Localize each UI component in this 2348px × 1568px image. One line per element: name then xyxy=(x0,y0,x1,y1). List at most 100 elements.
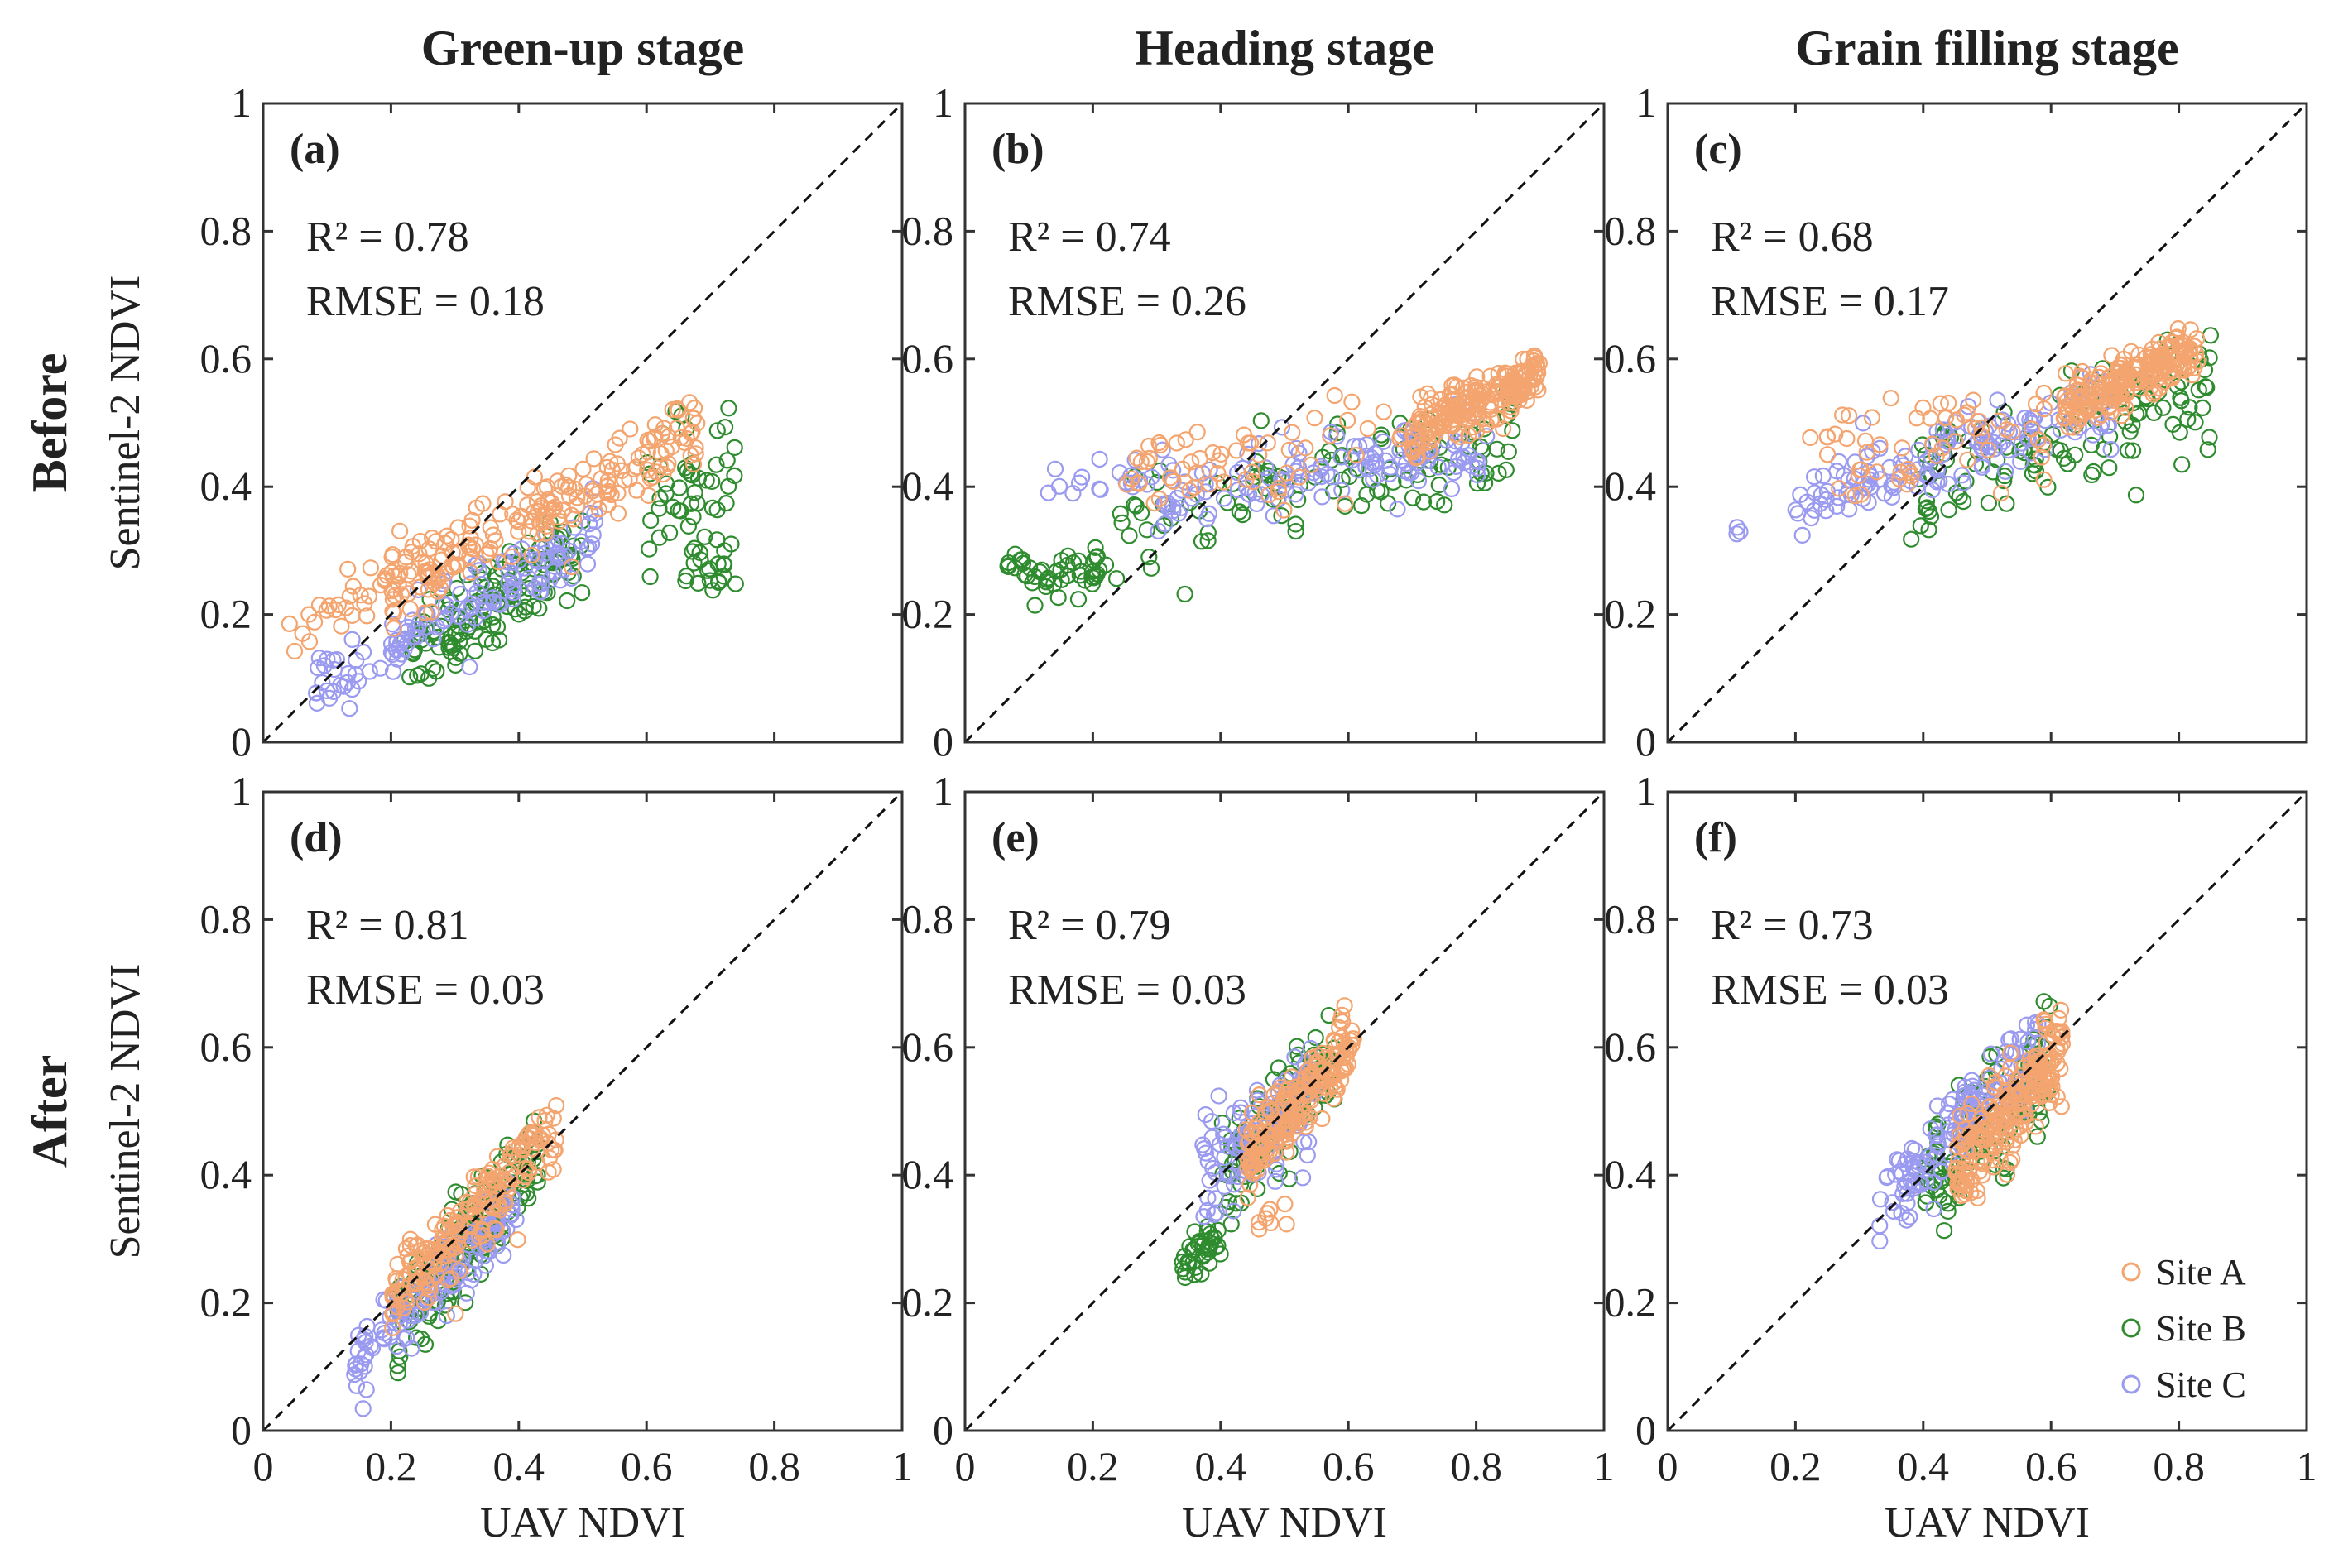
data-point xyxy=(1076,572,1094,589)
data-point xyxy=(484,616,502,634)
data-point xyxy=(1000,554,1017,572)
data-point xyxy=(391,522,409,539)
y-tick-label: 1 xyxy=(1635,79,1656,126)
data-point xyxy=(1288,1038,1306,1055)
data-point xyxy=(569,489,586,506)
one-to-one-line xyxy=(262,102,904,744)
data-point xyxy=(449,1222,467,1240)
data-point xyxy=(503,548,521,565)
data-point xyxy=(2023,415,2040,432)
data-point xyxy=(1798,493,1816,511)
data-point xyxy=(1131,475,1148,492)
data-point xyxy=(451,1216,468,1233)
data-point xyxy=(1992,484,2009,502)
data-point xyxy=(600,482,617,500)
data-point xyxy=(2154,399,2172,416)
data-point xyxy=(685,554,703,572)
data-point xyxy=(362,559,379,577)
data-point xyxy=(1515,367,1533,385)
data-point xyxy=(403,543,420,561)
data-point xyxy=(642,511,660,530)
data-point xyxy=(1871,1232,1889,1250)
data-point xyxy=(1959,451,1976,468)
data-point xyxy=(442,593,459,611)
data-point xyxy=(563,506,580,524)
data-point xyxy=(1199,532,1217,549)
data-point xyxy=(1392,427,1409,444)
data-point xyxy=(1952,1173,1970,1191)
data-point xyxy=(1343,452,1361,469)
data-point xyxy=(1113,514,1131,531)
data-point xyxy=(425,631,442,648)
data-point xyxy=(1050,477,1068,495)
data-point xyxy=(2015,1108,2033,1125)
data-point xyxy=(1266,1172,1284,1190)
data-point xyxy=(1375,403,1392,420)
y-tick-label: 0.2 xyxy=(1605,591,1657,637)
legend-item-site-c: Site C xyxy=(2121,1364,2246,1405)
data-point xyxy=(1064,485,1082,502)
data-point xyxy=(2001,1153,2019,1172)
data-point xyxy=(1313,468,1330,486)
data-point xyxy=(1907,1177,1924,1194)
legend-label: Site A xyxy=(2156,1252,2246,1292)
y-tick-label: 0.2 xyxy=(902,591,954,637)
data-point xyxy=(2041,997,2058,1015)
data-point xyxy=(651,529,668,546)
data-point xyxy=(1910,1153,1928,1172)
data-point xyxy=(638,453,656,472)
data-point xyxy=(2022,1055,2039,1072)
data-point xyxy=(1803,509,1820,527)
r-squared-text: R² = 0.68 xyxy=(1711,213,1874,261)
series-site-a xyxy=(1802,320,2206,505)
data-point xyxy=(1482,410,1501,429)
data-point xyxy=(641,540,658,558)
y-tick-label: 0.8 xyxy=(200,895,252,942)
y-tick-label: 0.6 xyxy=(902,335,954,381)
data-point xyxy=(1819,446,1837,463)
data-point xyxy=(1161,469,1179,487)
y-tick-label: 0.8 xyxy=(902,895,954,942)
data-point xyxy=(1455,401,1472,420)
one-to-one-line xyxy=(1666,790,2308,1432)
data-point xyxy=(449,519,467,536)
data-point xyxy=(1306,410,1323,427)
data-point xyxy=(450,1262,468,1279)
data-point xyxy=(1375,433,1392,451)
data-point xyxy=(655,420,673,437)
data-point xyxy=(474,495,492,512)
data-point xyxy=(415,1293,434,1311)
data-point xyxy=(1871,471,1889,488)
data-point xyxy=(429,572,446,589)
data-point xyxy=(411,1304,429,1321)
data-point xyxy=(1132,453,1150,471)
data-point xyxy=(1069,591,1088,608)
one-to-one-line xyxy=(262,790,904,1432)
data-point xyxy=(1947,433,1964,450)
data-point xyxy=(2085,463,2102,481)
data-point xyxy=(360,587,377,605)
data-point xyxy=(1241,1133,1258,1151)
data-point xyxy=(1894,1185,1912,1202)
x-tick-label: 0.6 xyxy=(1323,1443,1375,1489)
data-point xyxy=(1026,597,1044,614)
data-point xyxy=(2145,404,2163,421)
data-point xyxy=(358,1346,375,1364)
data-point xyxy=(684,543,701,560)
panel-letter: (c) xyxy=(1694,126,1742,173)
y-tick-label: 0.2 xyxy=(200,1279,252,1326)
data-point xyxy=(2112,357,2130,374)
data-point xyxy=(1308,1055,1325,1072)
data-point xyxy=(1951,488,1968,506)
data-point xyxy=(486,1220,503,1237)
one-to-one-line xyxy=(963,102,1606,744)
data-point xyxy=(497,1176,514,1193)
data-point xyxy=(1928,1182,1946,1199)
panel-letter: (e) xyxy=(992,814,1040,861)
data-point xyxy=(1969,1189,1986,1207)
data-point xyxy=(1802,429,1819,447)
data-point xyxy=(585,450,603,468)
data-point xyxy=(560,467,578,484)
data-point xyxy=(510,523,527,540)
data-point xyxy=(384,591,401,608)
